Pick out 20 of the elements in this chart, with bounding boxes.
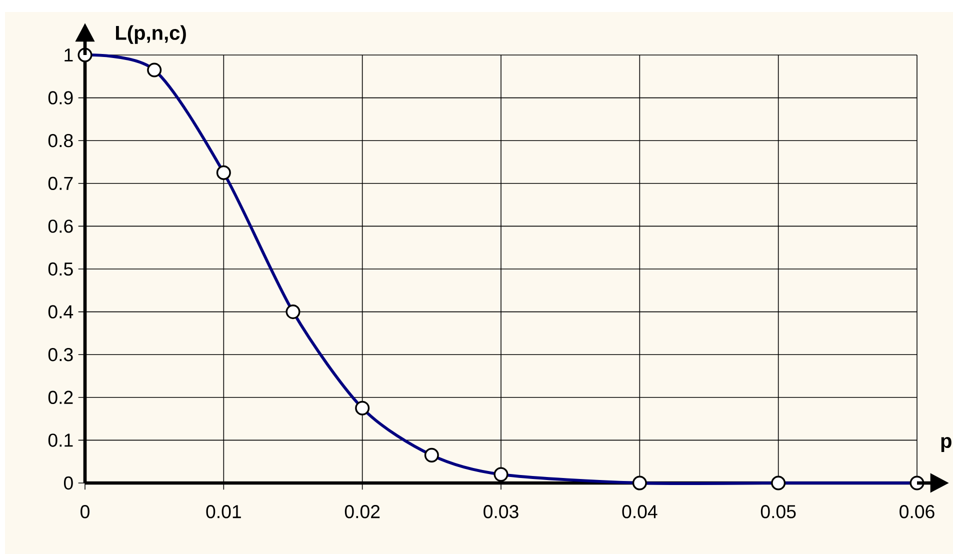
y-tick-label: 0.4	[48, 305, 74, 318]
x-tick-label: 0	[80, 505, 90, 518]
x-axis-title: p	[941, 437, 952, 452]
y-tick-label: 0.7	[48, 176, 73, 190]
y-tick-label: 0	[64, 476, 73, 490]
y-tick-label: 0.9	[48, 91, 73, 104]
y-tick-label: 0.1	[48, 434, 73, 447]
x-tick-label: 0.06	[900, 505, 934, 518]
y-tick-label: 0.2	[48, 390, 73, 404]
x-tick-label: 0.01	[206, 505, 241, 518]
y-tick-label: 0.3	[48, 348, 73, 362]
x-tick-label: 0.05	[760, 505, 796, 518]
y-axis-title: L(p,n,c)	[116, 25, 186, 44]
x-tick-label: 0.04	[622, 505, 658, 518]
y-tick-label: 0.5	[48, 262, 73, 276]
y-tick-label: 0.8	[48, 134, 73, 148]
x-tick-label: 0.03	[484, 505, 518, 518]
x-tick-label: 0.02	[344, 505, 380, 518]
y-tick-label: 1	[64, 48, 73, 62]
y-tick-label: 0.6	[48, 220, 73, 233]
